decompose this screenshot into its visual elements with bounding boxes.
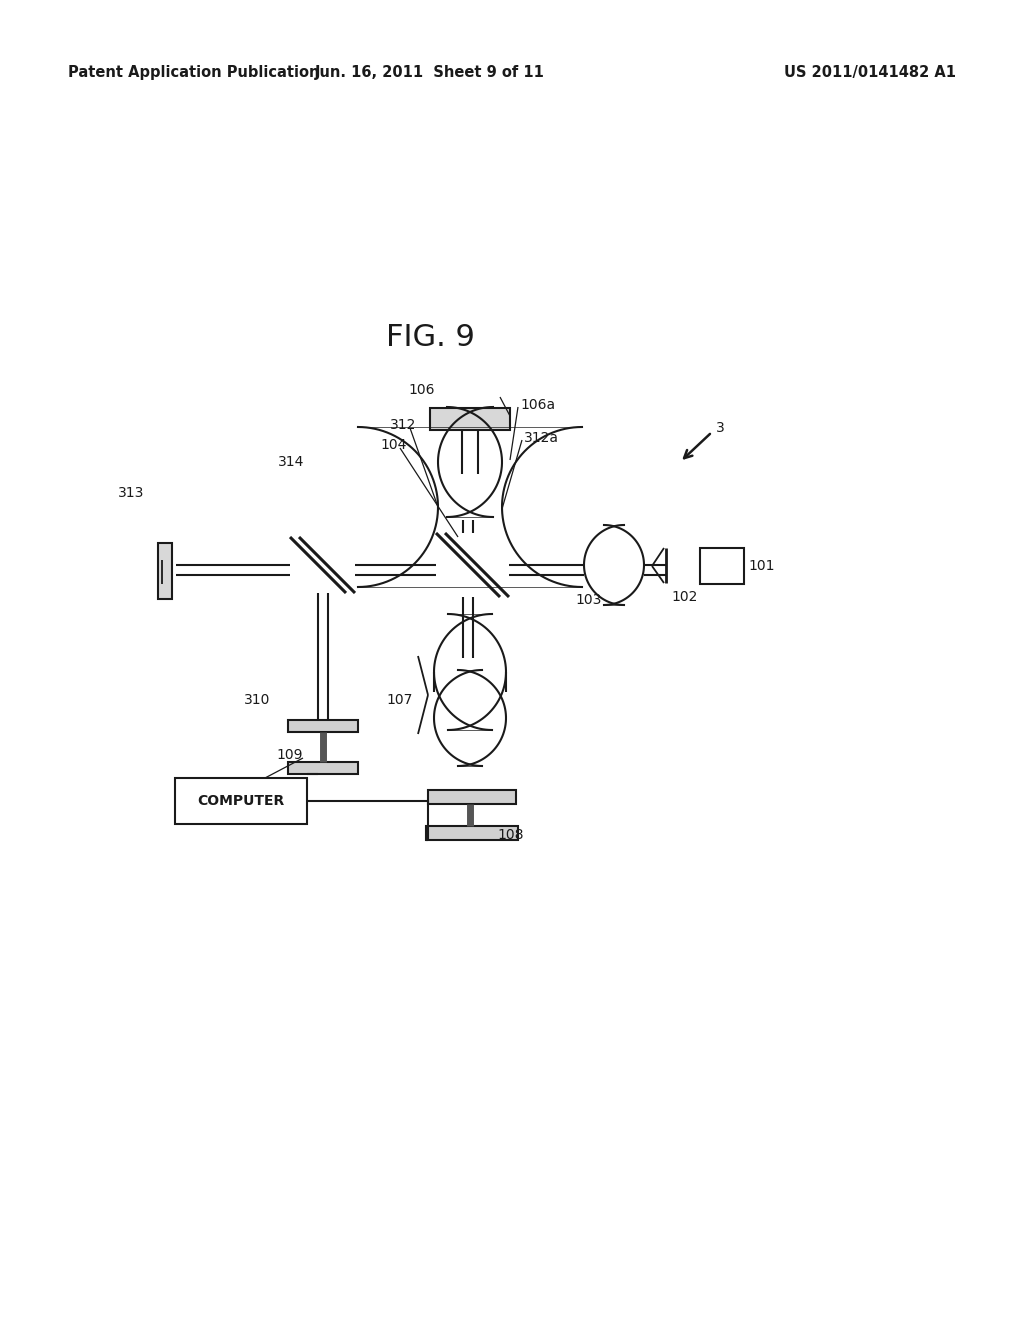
Bar <box>288 762 358 774</box>
Text: 101: 101 <box>748 558 774 573</box>
Text: 314: 314 <box>278 455 304 469</box>
Text: 3: 3 <box>716 421 725 436</box>
Text: Jun. 16, 2011  Sheet 9 of 11: Jun. 16, 2011 Sheet 9 of 11 <box>315 65 545 79</box>
Text: COMPUTER: COMPUTER <box>198 795 285 808</box>
Text: US 2011/0141482 A1: US 2011/0141482 A1 <box>784 65 956 79</box>
Text: 104: 104 <box>380 438 407 451</box>
Text: 312a: 312a <box>524 432 559 445</box>
Bar <box>428 789 516 804</box>
Text: 103: 103 <box>575 593 601 607</box>
Bar <box>288 719 358 733</box>
Bar <box>700 548 744 583</box>
Text: 106a: 106a <box>520 399 555 412</box>
Text: 310: 310 <box>244 693 270 708</box>
Text: 102: 102 <box>671 590 697 605</box>
Bar <box>430 408 510 430</box>
Text: 107: 107 <box>386 693 413 708</box>
Text: 108: 108 <box>497 828 523 842</box>
Text: 109: 109 <box>276 748 302 762</box>
Text: 313: 313 <box>118 486 144 500</box>
Text: FIG. 9: FIG. 9 <box>386 323 474 352</box>
Bar <box>426 826 518 840</box>
Text: 106: 106 <box>408 383 434 397</box>
Text: Patent Application Publication: Patent Application Publication <box>68 65 319 79</box>
Text: 312: 312 <box>390 418 417 432</box>
Bar <box>158 543 172 599</box>
Bar <box>175 777 307 824</box>
